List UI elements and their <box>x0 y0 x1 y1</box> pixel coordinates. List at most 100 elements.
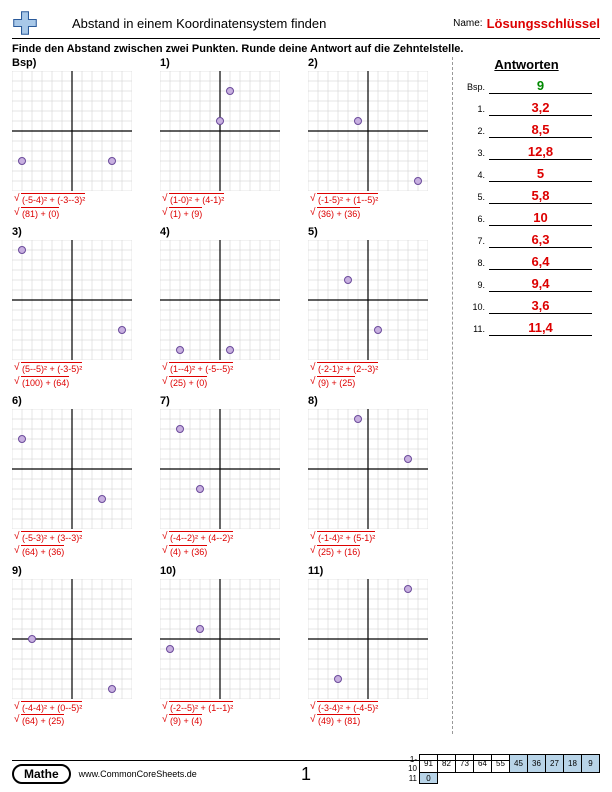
answer-value: 8,5 <box>489 122 592 138</box>
formula-line-2: (9) + (25) <box>310 376 438 390</box>
answer-row: 9. 9,4 <box>461 276 592 292</box>
answer-value: 6,4 <box>489 254 592 270</box>
problem-label: 7) <box>160 395 290 409</box>
coordinate-graph <box>308 409 428 529</box>
formula-line-1: (-1-4)² + (5-1)² <box>310 531 438 545</box>
problem: 6)(-5-3)² + (3--3)²(64) + (36) <box>12 395 142 558</box>
formula-line-1: (-3-4)² + (-4-5)² <box>310 701 438 715</box>
answer-value: 3,2 <box>489 100 592 116</box>
problem-label: Bsp) <box>12 57 142 71</box>
problem-label: 6) <box>12 395 142 409</box>
answers-header: Antworten <box>461 57 592 72</box>
header: Abstand in einem Koordinatensystem finde… <box>12 10 600 39</box>
formula-line-2: (9) + (4) <box>162 714 290 728</box>
problem: 8) (-1-4)² + (5-1)²(25) + (16) <box>308 395 438 558</box>
coordinate-graph <box>160 240 280 360</box>
answer-row: 5. 5,8 <box>461 188 592 204</box>
coordinate-graph <box>160 579 280 699</box>
answer-number: 7. <box>461 236 485 246</box>
problem-label: 8) <box>308 395 438 409</box>
name-label: Name: <box>453 18 482 29</box>
problem-label: 9) <box>12 565 142 579</box>
page-number: 1 <box>301 764 311 785</box>
answer-number: 10. <box>461 302 485 312</box>
formula-line-1: (-4--2)² + (4--2)² <box>162 531 290 545</box>
problem: 5) (-2-1)² + (2--3)²(9) + (25) <box>308 226 438 389</box>
answer-value: 5 <box>489 166 592 182</box>
coordinate-graph <box>12 71 132 191</box>
problem-label: 4) <box>160 226 290 240</box>
answer-number: 8. <box>461 258 485 268</box>
score-box: 1-109182736455453627189110 <box>402 754 601 784</box>
subject-badge: Mathe <box>12 764 71 784</box>
problem: 4) (1--4)² + (-5--5)²(25) + (0) <box>160 226 290 389</box>
coordinate-graph <box>12 409 132 529</box>
problem: 9) (-4-4)² + (0--5)²(64) + (25) <box>12 565 142 728</box>
formula-line-1: (-1-5)² + (1--5)² <box>310 193 438 207</box>
answer-number: 11. <box>461 324 485 334</box>
formula-line-1: (-2--5)² + (1--1)² <box>162 701 290 715</box>
formula-line-1: (-2-1)² + (2--3)² <box>310 362 438 376</box>
answer-number: 5. <box>461 192 485 202</box>
answer-value: 6,3 <box>489 232 592 248</box>
footer-url: www.CommonCoreSheets.de <box>79 769 197 779</box>
problem: 1) (1-0)² + (4-1)²(1) + (9) <box>160 57 290 220</box>
formula-line-2: (64) + (25) <box>14 714 142 728</box>
coordinate-graph <box>160 71 280 191</box>
logo-icon <box>12 10 38 36</box>
formula-line-2: (81) + (0) <box>14 207 142 221</box>
formula-line-2: (49) + (81) <box>310 714 438 728</box>
answer-row: 1. 3,2 <box>461 100 592 116</box>
answer-number: 2. <box>461 126 485 136</box>
problems-area: Bsp) (-5-4)² + (-3--3)²(81) + (0) 1) (1-0)²… <box>12 57 452 734</box>
answer-row: 10.3,6 <box>461 298 592 314</box>
formula-line-2: (36) + (36) <box>310 207 438 221</box>
problem-label: 3) <box>12 226 142 240</box>
problem-label: 11) <box>308 565 438 579</box>
answer-row: 4.5 <box>461 166 592 182</box>
answer-value: 11,4 <box>489 320 592 336</box>
coordinate-graph <box>308 240 428 360</box>
answer-row: 3.12,8 <box>461 144 592 160</box>
formula-line-1: (-4-4)² + (0--5)² <box>14 701 142 715</box>
problem: 2) (-1-5)² + (1--5)²(36) + (36) <box>308 57 438 220</box>
answer-value: 10 <box>489 210 592 226</box>
answer-value: 5,8 <box>489 188 592 204</box>
formula-line-1: (1-0)² + (4-1)² <box>162 193 290 207</box>
page-title: Abstand in einem Koordinatensystem finde… <box>42 16 453 31</box>
answer-number: 6. <box>461 214 485 224</box>
formula-line-1: (-5-3)² + (3--3)² <box>14 531 142 545</box>
formula-line-2: (25) + (16) <box>310 545 438 559</box>
answer-number: 1. <box>461 104 485 114</box>
answer-row: 8. 6,4 <box>461 254 592 270</box>
formula-line-2: (4) + (36) <box>162 545 290 559</box>
answer-row: 6.10 <box>461 210 592 226</box>
problem: 3)(5--5)² + (-3-5)²(100) + (64) <box>12 226 142 389</box>
answers-column: Antworten Bsp.91.3,22.8,53.12,84.55.5,86… <box>452 57 592 734</box>
answer-row: Bsp.9 <box>461 78 592 94</box>
answer-value: 9,4 <box>489 276 592 292</box>
instruction: Finde den Abstand zwischen zwei Punkten.… <box>12 43 600 55</box>
answer-row: 11. 11,4 <box>461 320 592 336</box>
problem: 7) (-4--2)² + (4--2)²(4) + (36) <box>160 395 290 558</box>
problem: 11) (-3-4)² + (-4-5)²(49) + (81) <box>308 565 438 728</box>
answer-key-label: Lösungsschlüssel <box>487 16 600 31</box>
answer-value: 12,8 <box>489 144 592 160</box>
coordinate-graph <box>160 409 280 529</box>
formula-line-1: (1--4)² + (-5--5)² <box>162 362 290 376</box>
answer-number: 9. <box>461 280 485 290</box>
problem: Bsp) (-5-4)² + (-3--3)²(81) + (0) <box>12 57 142 220</box>
problem-label: 10) <box>160 565 290 579</box>
formula-line-2: (100) + (64) <box>14 376 142 390</box>
coordinate-graph <box>308 71 428 191</box>
formula-line-2: (1) + (9) <box>162 207 290 221</box>
coordinate-graph <box>12 240 132 360</box>
coordinate-graph <box>12 579 132 699</box>
answer-number: Bsp. <box>461 82 485 92</box>
problem-label: 1) <box>160 57 290 71</box>
formula-line-1: (-5-4)² + (-3--3)² <box>14 193 142 207</box>
problem-label: 5) <box>308 226 438 240</box>
problem-label: 2) <box>308 57 438 71</box>
formula-line-2: (25) + (0) <box>162 376 290 390</box>
answer-number: 4. <box>461 170 485 180</box>
